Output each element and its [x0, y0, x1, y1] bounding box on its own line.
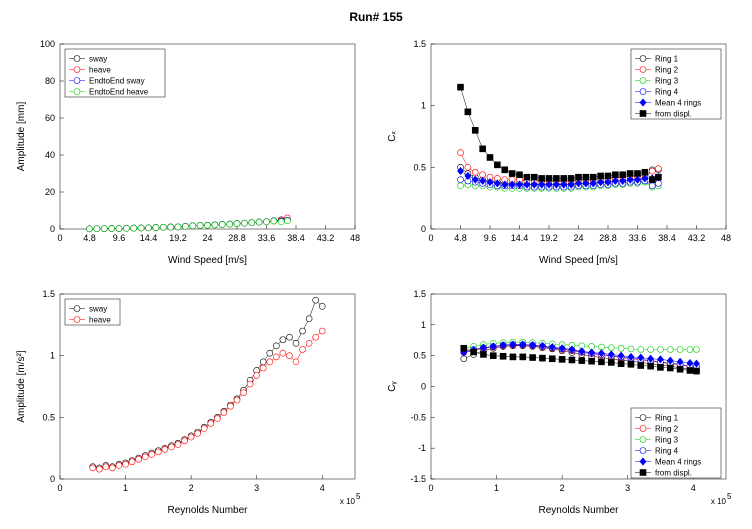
svg-text:-0.5: -0.5: [410, 412, 426, 422]
svg-text:48: 48: [721, 233, 731, 243]
svg-text:0: 0: [50, 224, 55, 234]
svg-text:from displ.: from displ.: [655, 469, 692, 478]
svg-text:5: 5: [727, 492, 732, 501]
svg-text:Mean 4 rings: Mean 4 rings: [655, 458, 701, 467]
svg-text:0.5: 0.5: [413, 162, 426, 172]
svg-text:4: 4: [691, 483, 696, 493]
svg-text:Wind Speed [m/s]: Wind Speed [m/s]: [168, 255, 247, 266]
svg-text:heave: heave: [89, 316, 111, 325]
svg-text:0: 0: [50, 474, 55, 484]
svg-text:Ring 1: Ring 1: [655, 414, 679, 423]
svg-text:sway: sway: [89, 305, 107, 314]
svg-text:2: 2: [560, 483, 565, 493]
svg-text:19.2: 19.2: [169, 233, 187, 243]
svg-text:1: 1: [50, 351, 55, 361]
svg-text:0: 0: [57, 483, 62, 493]
svg-text:2: 2: [189, 483, 194, 493]
svg-text:0.5: 0.5: [42, 412, 55, 422]
svg-text:1: 1: [123, 483, 128, 493]
svg-text:20: 20: [45, 187, 55, 197]
svg-text:1.5: 1.5: [413, 289, 426, 299]
svg-text:x 10: x 10: [340, 497, 356, 506]
svg-text:0: 0: [421, 382, 426, 392]
svg-text:28.8: 28.8: [599, 233, 617, 243]
svg-text:100: 100: [40, 39, 55, 49]
svg-text:Cₓ: Cₓ: [387, 131, 398, 142]
panel-bottom-left: 0 1 2 3 4 0 0.5 1 1.5 Reynolds Number Amplitude [m…: [10, 279, 371, 519]
svg-text:1.5: 1.5: [42, 289, 55, 299]
panel-top-left: 0 4.8 9.6 14.4 19.2 24 28.8 33.6 38.4 43.2 48 0 20 40…: [10, 29, 371, 269]
svg-text:Reynolds Number: Reynolds Number: [167, 505, 248, 516]
svg-text:Mean 4 rings: Mean 4 rings: [655, 99, 701, 108]
svg-text:48: 48: [350, 233, 360, 243]
svg-text:EndtoEnd sway: EndtoEnd sway: [89, 77, 145, 86]
chart-grid: 04.89.614.419.22428.833.638.443.24802040…: [10, 29, 742, 519]
svg-text:sway: sway: [89, 55, 107, 64]
svg-text:3: 3: [254, 483, 259, 493]
svg-text:Ring 2: Ring 2: [655, 66, 679, 75]
svg-text:Amplitude [mm]: Amplitude [mm]: [16, 102, 27, 172]
svg-text:x 10: x 10: [711, 497, 727, 506]
svg-text:19.2: 19.2: [540, 233, 558, 243]
svg-text:80: 80: [45, 76, 55, 86]
svg-text:0: 0: [57, 233, 62, 243]
svg-text:4.8: 4.8: [83, 233, 96, 243]
svg-text:60: 60: [45, 113, 55, 123]
svg-text:9.6: 9.6: [484, 233, 497, 243]
svg-text:4: 4: [320, 483, 325, 493]
svg-text:3: 3: [625, 483, 630, 493]
svg-text:24: 24: [202, 233, 212, 243]
svg-text:38.4: 38.4: [287, 233, 305, 243]
svg-text:from displ.: from displ.: [655, 110, 692, 119]
svg-text:9.6: 9.6: [113, 233, 126, 243]
svg-text:Ring 4: Ring 4: [655, 447, 679, 456]
svg-text:24: 24: [573, 233, 583, 243]
svg-text:Ring 1: Ring 1: [655, 55, 679, 64]
svg-text:38.4: 38.4: [658, 233, 676, 243]
svg-text:Amplitude [m/s²]: Amplitude [m/s²]: [16, 350, 27, 422]
svg-text:Ring 3: Ring 3: [655, 436, 679, 445]
svg-text:heave: heave: [89, 66, 111, 75]
svg-text:14.4: 14.4: [511, 233, 529, 243]
svg-text:0: 0: [428, 483, 433, 493]
svg-text:43.2: 43.2: [688, 233, 706, 243]
page-title: Run# 155: [10, 10, 742, 24]
svg-text:-1.5: -1.5: [410, 474, 426, 484]
svg-text:1: 1: [494, 483, 499, 493]
svg-text:33.6: 33.6: [629, 233, 647, 243]
svg-text:-1: -1: [418, 443, 426, 453]
panel-top-right: 0 4.8 9.6 14.4 19.2 24 28.8 33.6 38.4 43.2 48 0 0.5 1…: [381, 29, 742, 269]
svg-text:EndtoEnd heave: EndtoEnd heave: [89, 88, 149, 97]
svg-text:4.8: 4.8: [454, 233, 467, 243]
svg-text:40: 40: [45, 150, 55, 160]
svg-text:14.4: 14.4: [140, 233, 158, 243]
svg-text:1.5: 1.5: [413, 39, 426, 49]
svg-text:5: 5: [356, 492, 361, 501]
svg-text:33.6: 33.6: [258, 233, 276, 243]
svg-text:28.8: 28.8: [228, 233, 246, 243]
svg-text:Ring 3: Ring 3: [655, 77, 679, 86]
svg-text:1: 1: [421, 101, 426, 111]
svg-text:0: 0: [428, 233, 433, 243]
svg-text:Cᵧ: Cᵧ: [387, 380, 398, 391]
svg-text:1: 1: [421, 320, 426, 330]
svg-text:0.5: 0.5: [413, 351, 426, 361]
svg-text:Reynolds Number: Reynolds Number: [538, 505, 619, 516]
panel-bottom-right: 0 1 2 3 4 -1.5 -1 -0.5 0 0.5 1 1.5 Reynolds Number Cᵧ…: [381, 279, 742, 519]
svg-text:Ring 4: Ring 4: [655, 88, 679, 97]
svg-text:43.2: 43.2: [317, 233, 335, 243]
svg-text:Wind Speed [m/s]: Wind Speed [m/s]: [539, 255, 618, 266]
svg-text:0: 0: [421, 224, 426, 234]
svg-text:Ring 2: Ring 2: [655, 425, 679, 434]
